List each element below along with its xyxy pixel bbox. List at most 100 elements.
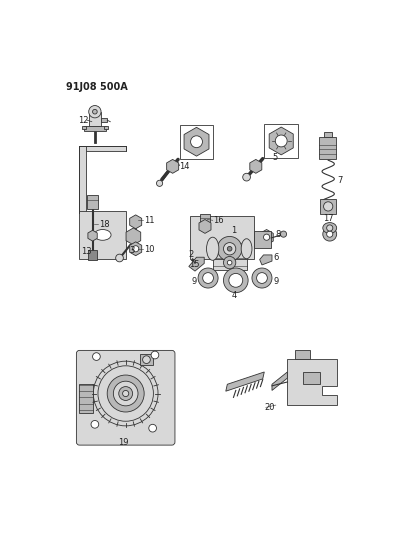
- Circle shape: [229, 273, 243, 287]
- Circle shape: [252, 268, 272, 288]
- Bar: [180, 125, 213, 159]
- Bar: [264, 124, 298, 158]
- Circle shape: [113, 381, 138, 406]
- Circle shape: [327, 225, 333, 231]
- Circle shape: [264, 234, 270, 240]
- Bar: [87, 195, 98, 209]
- Bar: [88, 249, 97, 260]
- Circle shape: [217, 237, 242, 261]
- Polygon shape: [250, 159, 262, 173]
- Polygon shape: [88, 230, 97, 241]
- Ellipse shape: [94, 230, 111, 240]
- Circle shape: [116, 254, 123, 262]
- Bar: [303, 372, 320, 384]
- FancyBboxPatch shape: [76, 350, 175, 445]
- Bar: [89, 112, 101, 126]
- Text: 3: 3: [129, 246, 135, 255]
- Circle shape: [223, 268, 248, 293]
- Circle shape: [281, 231, 287, 237]
- Ellipse shape: [241, 239, 252, 259]
- Text: 12: 12: [78, 116, 89, 125]
- Text: 9: 9: [191, 277, 197, 286]
- Circle shape: [94, 361, 158, 426]
- Circle shape: [107, 375, 144, 412]
- Text: 14: 14: [180, 162, 190, 171]
- Bar: [80, 211, 126, 259]
- Circle shape: [223, 256, 236, 269]
- Bar: [295, 350, 311, 359]
- Circle shape: [151, 351, 159, 359]
- Circle shape: [98, 366, 153, 421]
- Bar: [80, 147, 86, 213]
- Circle shape: [227, 260, 232, 265]
- Polygon shape: [189, 257, 204, 271]
- Text: 4: 4: [232, 291, 237, 300]
- Polygon shape: [288, 359, 337, 405]
- Bar: [101, 118, 107, 122]
- Circle shape: [143, 356, 150, 364]
- Circle shape: [223, 243, 236, 255]
- Circle shape: [327, 231, 333, 237]
- Text: 16: 16: [213, 216, 224, 225]
- Polygon shape: [260, 255, 272, 265]
- Bar: [84, 126, 105, 131]
- Polygon shape: [226, 372, 264, 391]
- Bar: [199, 214, 211, 222]
- Bar: [254, 231, 271, 248]
- Text: 8: 8: [276, 230, 281, 239]
- Text: 18: 18: [99, 220, 109, 229]
- Polygon shape: [126, 228, 141, 245]
- Circle shape: [157, 180, 163, 187]
- Polygon shape: [130, 242, 142, 256]
- Ellipse shape: [206, 237, 219, 260]
- Circle shape: [93, 109, 97, 114]
- Text: 20: 20: [264, 403, 275, 412]
- Circle shape: [198, 268, 218, 288]
- Polygon shape: [130, 215, 142, 229]
- Circle shape: [123, 391, 129, 397]
- Text: 10: 10: [144, 245, 154, 254]
- Bar: [190, 216, 254, 259]
- Bar: [140, 354, 153, 365]
- Text: 5: 5: [273, 154, 278, 163]
- Bar: [324, 132, 332, 137]
- Bar: [80, 147, 126, 151]
- Bar: [80, 384, 94, 413]
- Text: 1: 1: [231, 226, 236, 235]
- Text: 9: 9: [274, 277, 279, 286]
- Bar: [213, 228, 246, 270]
- Circle shape: [149, 424, 157, 432]
- Circle shape: [243, 173, 250, 181]
- Polygon shape: [269, 127, 293, 155]
- Polygon shape: [199, 220, 211, 233]
- Text: 7: 7: [337, 176, 343, 185]
- Circle shape: [203, 273, 213, 284]
- Text: 13: 13: [81, 247, 91, 255]
- Polygon shape: [184, 127, 209, 156]
- Text: 2: 2: [189, 249, 194, 259]
- Circle shape: [323, 227, 337, 241]
- Circle shape: [133, 246, 139, 252]
- Polygon shape: [272, 372, 288, 391]
- Text: 6: 6: [274, 253, 279, 262]
- Bar: [319, 137, 336, 159]
- Text: 19: 19: [118, 438, 129, 447]
- Text: 17: 17: [323, 214, 334, 223]
- Circle shape: [323, 202, 333, 211]
- Bar: [321, 199, 336, 214]
- Circle shape: [93, 353, 100, 360]
- Circle shape: [257, 273, 267, 284]
- Circle shape: [119, 386, 133, 400]
- Bar: [82, 126, 86, 130]
- Circle shape: [275, 135, 287, 147]
- Circle shape: [227, 246, 232, 251]
- Circle shape: [91, 421, 99, 428]
- Polygon shape: [260, 230, 273, 245]
- Text: 91J08 500A: 91J08 500A: [66, 82, 128, 92]
- Text: 15: 15: [190, 261, 200, 269]
- Bar: [104, 126, 108, 130]
- Text: 11: 11: [144, 216, 154, 225]
- Circle shape: [191, 136, 202, 148]
- Polygon shape: [166, 159, 179, 173]
- Circle shape: [89, 106, 101, 118]
